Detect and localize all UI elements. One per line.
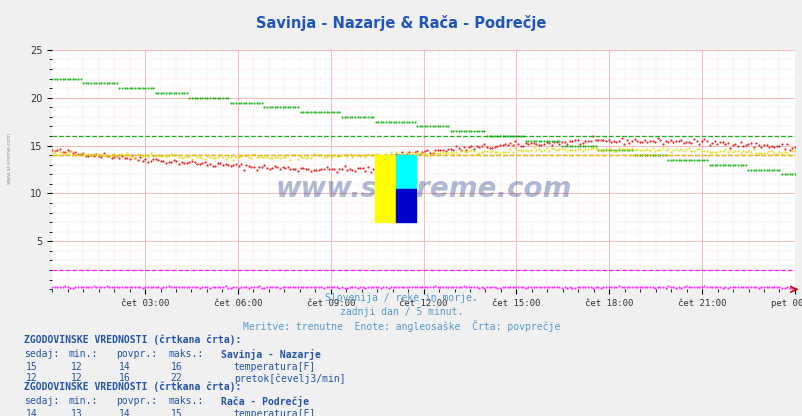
Bar <box>395 189 415 222</box>
Text: 12: 12 <box>71 373 82 383</box>
Text: 14: 14 <box>119 409 130 416</box>
Text: min.:: min.: <box>68 349 98 359</box>
Text: 12: 12 <box>26 373 38 383</box>
Text: povpr.:: povpr.: <box>116 349 157 359</box>
Text: 22: 22 <box>171 373 182 383</box>
Bar <box>395 155 415 189</box>
Text: 15: 15 <box>26 362 38 372</box>
Text: sedaj:: sedaj: <box>24 349 59 359</box>
Text: min.:: min.: <box>68 396 98 406</box>
Text: 16: 16 <box>119 373 130 383</box>
Text: 13: 13 <box>71 409 82 416</box>
Text: temperatura[F]: temperatura[F] <box>233 409 315 416</box>
Text: Savinja - Nazarje & Rača - Podrečje: Savinja - Nazarje & Rača - Podrečje <box>256 15 546 30</box>
Text: www.si-vreme.com: www.si-vreme.com <box>275 175 571 203</box>
Text: 16: 16 <box>171 362 182 372</box>
Text: ZGODOVINSKE VREDNOSTI (črtkana črta):: ZGODOVINSKE VREDNOSTI (črtkana črta): <box>24 335 241 345</box>
Text: 14: 14 <box>26 409 38 416</box>
Text: Meritve: trenutne  Enote: angleosaške  Črta: povprečje: Meritve: trenutne Enote: angleosaške Črt… <box>242 320 560 332</box>
Text: maks.:: maks.: <box>168 349 204 359</box>
Text: 12: 12 <box>71 362 82 372</box>
Text: ZGODOVINSKE VREDNOSTI (črtkana črta):: ZGODOVINSKE VREDNOSTI (črtkana črta): <box>24 381 241 392</box>
Text: pretok[čevelj3/min]: pretok[čevelj3/min] <box>233 373 345 384</box>
Text: povpr.:: povpr.: <box>116 396 157 406</box>
Text: www.si-vreme.com: www.si-vreme.com <box>6 132 11 184</box>
Text: 15: 15 <box>171 409 182 416</box>
Text: Slovenija / reke in morje.: Slovenija / reke in morje. <box>325 293 477 303</box>
Text: Savinja - Nazarje: Savinja - Nazarje <box>221 349 320 361</box>
Text: temperatura[F]: temperatura[F] <box>233 362 315 372</box>
Text: maks.:: maks.: <box>168 396 204 406</box>
Bar <box>375 155 395 222</box>
Text: 14: 14 <box>119 362 130 372</box>
Text: Rača - Podrečje: Rača - Podrečje <box>221 396 309 407</box>
Text: zadnji dan / 5 minut.: zadnji dan / 5 minut. <box>339 307 463 317</box>
Text: sedaj:: sedaj: <box>24 396 59 406</box>
